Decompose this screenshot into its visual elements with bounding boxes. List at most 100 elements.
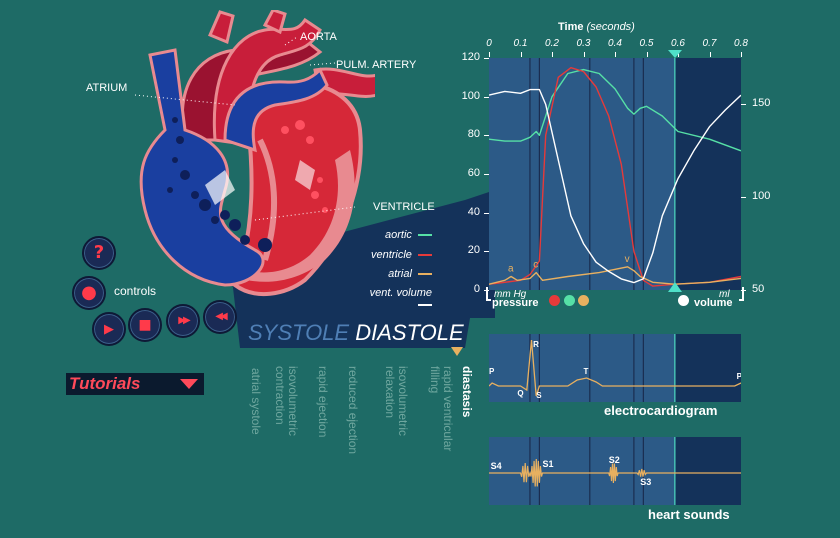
wave-label-v: v: [625, 254, 630, 265]
legend-volume: vent. volume: [352, 287, 432, 311]
axis-left-bracket: [486, 287, 491, 301]
panel-remaining: [674, 437, 741, 505]
legend-swatch-atrial: [418, 273, 432, 276]
x-tick-mark: [615, 52, 616, 57]
series-line-atrial: [489, 266, 741, 285]
label-aorta: AORTA: [300, 31, 337, 43]
pressure-toggle-atrial[interactable]: [578, 295, 589, 306]
wave-label-c: c: [533, 260, 538, 271]
time-axis-title: Time (seconds): [558, 21, 635, 33]
rewind-button[interactable]: ◀◀: [203, 300, 237, 334]
heart-sounds-title: heart sounds: [648, 507, 730, 522]
phase-diastasis[interactable]: diastasis: [460, 366, 474, 418]
fast-forward-icon: ▶▶: [178, 315, 191, 326]
series-line-vent-volume: [489, 88, 741, 284]
x-tick-mark: [489, 52, 490, 57]
ecg-chart[interactable]: P R Q S T P: [489, 334, 741, 402]
x-tick-label: 0.3: [576, 38, 591, 49]
stop-icon: ■: [138, 317, 152, 333]
label-atrium: ATRIUM: [86, 82, 128, 94]
ecg-label-p1: P: [489, 367, 495, 376]
play-icon: ▶: [104, 321, 114, 337]
pressure-toggle-aortic[interactable]: [549, 295, 560, 306]
panel-remaining: [674, 334, 741, 402]
y-tick-label-right: 50: [752, 283, 765, 295]
ecg-label-r: R: [533, 340, 539, 349]
play-button[interactable]: ▶: [92, 312, 126, 346]
phase-isovolumetric-relaxation[interactable]: isovolumetric relaxation: [383, 366, 410, 437]
heart-sound-label-s2: S2: [609, 455, 620, 465]
phase-isovolumetric-contraction[interactable]: isovolumetric contraction: [273, 366, 300, 437]
y-tick-mark-right: [741, 104, 746, 106]
x-tick-label: 0.1: [513, 38, 528, 49]
help-button[interactable]: ?: [82, 236, 116, 270]
diastole-label[interactable]: DIASTOLE: [355, 320, 464, 345]
heart-illustration[interactable]: [115, 10, 375, 310]
y-tick-mark-left: [484, 251, 489, 253]
y-tick-label-left: 120: [461, 51, 480, 63]
ecg-trace: [489, 339, 741, 397]
x-tick-mark: [741, 52, 742, 57]
ecg-label-t: T: [584, 367, 589, 376]
y-tick-mark-left: [484, 96, 489, 98]
label-ventricle: VENTRICLE: [373, 201, 435, 213]
fast-forward-button[interactable]: ▶▶: [166, 304, 200, 338]
x-tick-mark: [646, 52, 648, 57]
axis-right-bracket: [739, 287, 744, 301]
y-tick-label-left: 20: [467, 244, 480, 257]
y-tick-mark-left: [484, 174, 489, 175]
y-tick-label-right: 100: [752, 190, 771, 203]
rewind-icon: ◀◀: [215, 311, 228, 322]
y-tick-mark-left: [484, 135, 489, 137]
phase-rapid-ventricular-filling[interactable]: rapid ventricular filling: [428, 366, 455, 452]
chevron-down-icon: [180, 379, 198, 389]
time-scrubber-handle[interactable]: [668, 282, 682, 292]
series-line-ventricle: [489, 66, 741, 287]
x-tick-label: 0.8: [734, 38, 748, 49]
series-line-aortic: [489, 68, 741, 152]
x-tick-mark: [552, 52, 553, 57]
ecg-label-s: S: [536, 391, 542, 400]
y-tick-label-right: 150: [752, 97, 771, 110]
phase-rapid-ejection[interactable]: rapid ejection: [316, 366, 330, 438]
heart-sound-label-s4: S4: [491, 461, 502, 471]
ecg-label-q: Q: [517, 389, 523, 398]
legend-swatch-volume: [418, 304, 432, 307]
systole-label[interactable]: SYSTOLE: [248, 320, 350, 345]
phase-indicator-icon: [451, 347, 463, 356]
pressure-toggle-ventricle[interactable]: [564, 295, 575, 306]
phase-atrial-systole[interactable]: atrial systole: [249, 368, 263, 435]
x-tick-mark: [520, 52, 522, 57]
legend-atrial: atrial: [352, 268, 432, 280]
ecg-label-p2: P: [737, 372, 741, 381]
y-tick-mark-right: [741, 197, 746, 199]
record-button[interactable]: ●: [72, 276, 106, 310]
controls-label: controls: [114, 284, 157, 298]
stop-button[interactable]: ■: [128, 308, 162, 342]
phase-header: SYSTOLE DIASTOLE: [248, 320, 464, 346]
x-tick-label: 0.4: [608, 38, 622, 49]
x-tick-label: 0.5: [639, 38, 654, 49]
x-tick-mark: [709, 52, 711, 57]
pressure-volume-chart[interactable]: a cv: [489, 58, 741, 290]
heart-sounds-chart[interactable]: S4 S1 S2 S3: [489, 437, 741, 505]
legend-swatch-ventricle: [418, 254, 432, 257]
marker-top-handle[interactable]: [668, 50, 682, 59]
heart-sound-trace: [489, 458, 741, 487]
question-icon: ?: [93, 242, 105, 263]
phase-reduced-ejection[interactable]: reduced ejection: [346, 366, 360, 455]
legend-ventricle: ventricle: [352, 249, 432, 261]
y-tick-label-left: 40: [467, 205, 480, 218]
heart-sound-label-s1: S1: [543, 459, 554, 469]
ecg-title: electrocardiogram: [604, 403, 718, 418]
volume-toggle[interactable]: [678, 295, 689, 306]
x-tick-label: 0: [486, 38, 492, 49]
tutorials-dropdown[interactable]: Tutorials: [66, 373, 204, 395]
label-pulm-artery: PULM. ARTERY: [336, 59, 417, 71]
wave-label-a: a: [508, 264, 514, 275]
y-tick-label-left: 80: [467, 128, 480, 141]
panel-remaining: [674, 58, 741, 290]
panel-played: [489, 437, 675, 505]
x-tick-label: 0.7: [702, 38, 717, 49]
